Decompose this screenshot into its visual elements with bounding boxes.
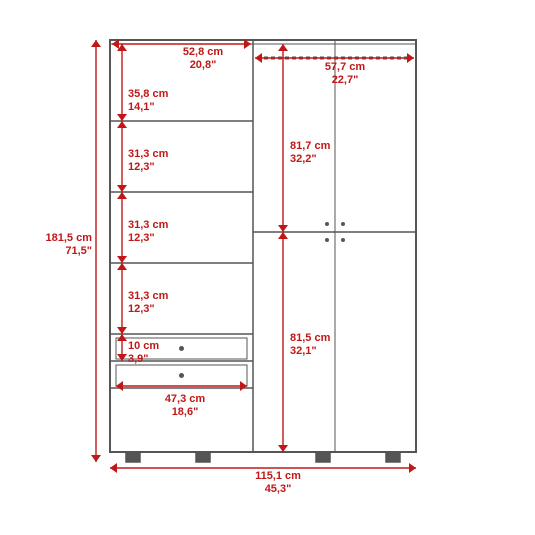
dim-upper-height: 81,7 cm 32,2" bbox=[290, 140, 330, 165]
dim-gap-a: 31,3 cm 12,3" bbox=[128, 148, 168, 173]
dim-overall-width: 115,1 cm 45,3" bbox=[248, 470, 308, 495]
dim-top-gap: 35,8 cm 14,1" bbox=[128, 88, 168, 113]
dim-shelf-width: 52,8 cm 20,8" bbox=[175, 46, 231, 71]
vector-overlay bbox=[0, 0, 535, 535]
dim-gap-c: 31,3 cm 12,3" bbox=[128, 290, 168, 315]
dim-overall-height: 181,5 cm 71,5" bbox=[40, 232, 92, 257]
dim-drawer-width: 47,3 cm 18,6" bbox=[158, 393, 212, 418]
dim-drawer-height: 10 cm 3,9" bbox=[128, 340, 159, 365]
diagram-stage: 181,5 cm 71,5" 115,1 cm 45,3" 52,8 cm 20… bbox=[0, 0, 535, 535]
dim-gap-b: 31,3 cm 12,3" bbox=[128, 219, 168, 244]
dim-hang-width: 57,7 cm 22,7" bbox=[318, 61, 372, 86]
dim-lower-height: 81,5 cm 32,1" bbox=[290, 332, 330, 357]
